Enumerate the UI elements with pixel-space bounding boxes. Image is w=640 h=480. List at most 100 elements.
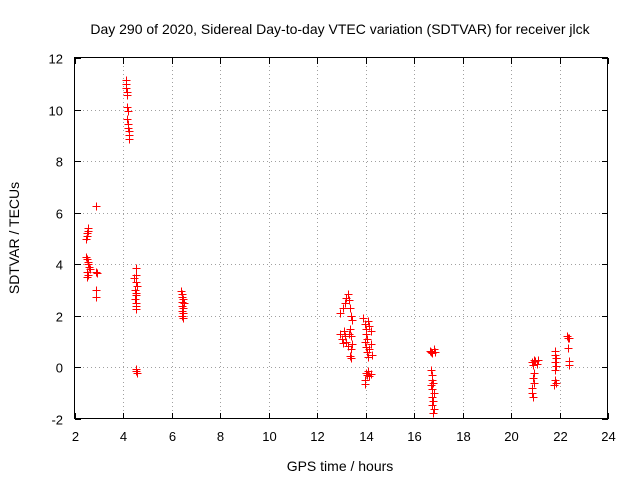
x-tick-label: 16 [407, 429, 421, 444]
data-point [552, 379, 561, 388]
data-point [429, 379, 438, 388]
data-point [132, 291, 141, 300]
data-point [427, 366, 436, 375]
y-tick-label: 2 [56, 310, 63, 325]
data-point [428, 393, 437, 402]
data-point [551, 366, 560, 375]
data-point [344, 290, 353, 299]
x-tick-label: 12 [310, 429, 324, 444]
data-point [552, 354, 561, 363]
data-point [431, 348, 440, 357]
data-point [347, 345, 356, 354]
data-point [85, 263, 94, 272]
data-point [339, 304, 348, 313]
data-point [342, 338, 351, 347]
data-point [125, 135, 134, 144]
data-point [92, 202, 101, 211]
data-point [565, 334, 574, 343]
data-point [179, 314, 188, 323]
data-point [362, 330, 371, 339]
data-point [529, 361, 538, 370]
data-point [336, 309, 345, 318]
data-point [132, 264, 141, 273]
y-tick-labels: -2 0 2 4 6 8 10 12 [49, 52, 63, 428]
grid-lines [75, 58, 608, 419]
x-tick-label: 10 [262, 429, 276, 444]
data-point [347, 354, 356, 363]
data-point [347, 312, 356, 321]
data-point [552, 362, 561, 371]
x-tick-labels: 2 4 6 8 10 12 14 16 18 20 22 24 [72, 429, 616, 444]
data-point [429, 397, 438, 406]
x-tick-label: 2 [72, 429, 79, 444]
data-point [83, 273, 92, 282]
data-point [133, 369, 142, 378]
data-point [530, 379, 539, 388]
data-point [563, 332, 572, 341]
x-tick-label: 8 [217, 429, 224, 444]
data-point [346, 304, 355, 313]
data-point [564, 344, 573, 353]
y-tick-label: 6 [56, 207, 63, 222]
data-point [365, 372, 374, 381]
data-point [132, 367, 141, 376]
y-tick-label: 8 [56, 155, 63, 170]
y-tick-label: 4 [56, 258, 63, 273]
y-tick-label: 10 [49, 104, 63, 119]
data-point [346, 325, 355, 334]
y-axis-label: SDTVAR / TECUs [6, 182, 22, 294]
x-tick-label: 24 [601, 429, 615, 444]
data-point [348, 316, 357, 325]
data-point [84, 224, 93, 233]
data-point [430, 405, 439, 414]
data-point [359, 314, 368, 323]
data-point [364, 353, 373, 362]
data-point [92, 293, 101, 302]
data-point [132, 278, 141, 287]
data-point [124, 107, 133, 116]
data-point [93, 269, 102, 278]
data-point [427, 381, 436, 390]
data-point [83, 229, 92, 238]
data-point [367, 340, 376, 349]
data-point [348, 340, 357, 349]
data-point [533, 360, 542, 369]
data-point [534, 356, 543, 365]
x-tick-label: 18 [456, 429, 470, 444]
data-point [123, 115, 132, 124]
data-point [130, 274, 139, 283]
data-point [365, 322, 374, 331]
x-tick-label: 20 [504, 429, 518, 444]
data-point [361, 338, 370, 347]
data-point [368, 351, 377, 360]
data-point [363, 371, 372, 380]
x-tick-label: 14 [359, 429, 373, 444]
data-point [428, 385, 437, 394]
data-point [428, 401, 437, 410]
data-point [123, 103, 132, 112]
axis-ticks [75, 58, 609, 420]
data-point [529, 393, 538, 402]
data-point [123, 91, 132, 100]
x-tick-label: 4 [120, 429, 127, 444]
data-point [84, 271, 93, 280]
data-point [361, 380, 370, 389]
data-point [92, 286, 101, 295]
data-point [345, 296, 354, 305]
data-point [528, 389, 537, 398]
plot-frame [74, 57, 608, 419]
data-point [430, 389, 439, 398]
data-point [550, 381, 559, 390]
data-point [340, 327, 349, 336]
data-point [367, 370, 376, 379]
data-point [132, 305, 141, 314]
y-tick-label: 0 [56, 361, 63, 376]
data-point [122, 84, 131, 93]
data-point [529, 374, 538, 383]
x-tick-label: 6 [169, 429, 176, 444]
y-tick-label: 12 [49, 52, 63, 67]
data-point [346, 352, 355, 361]
data-point [551, 358, 560, 367]
data-point [345, 330, 354, 339]
